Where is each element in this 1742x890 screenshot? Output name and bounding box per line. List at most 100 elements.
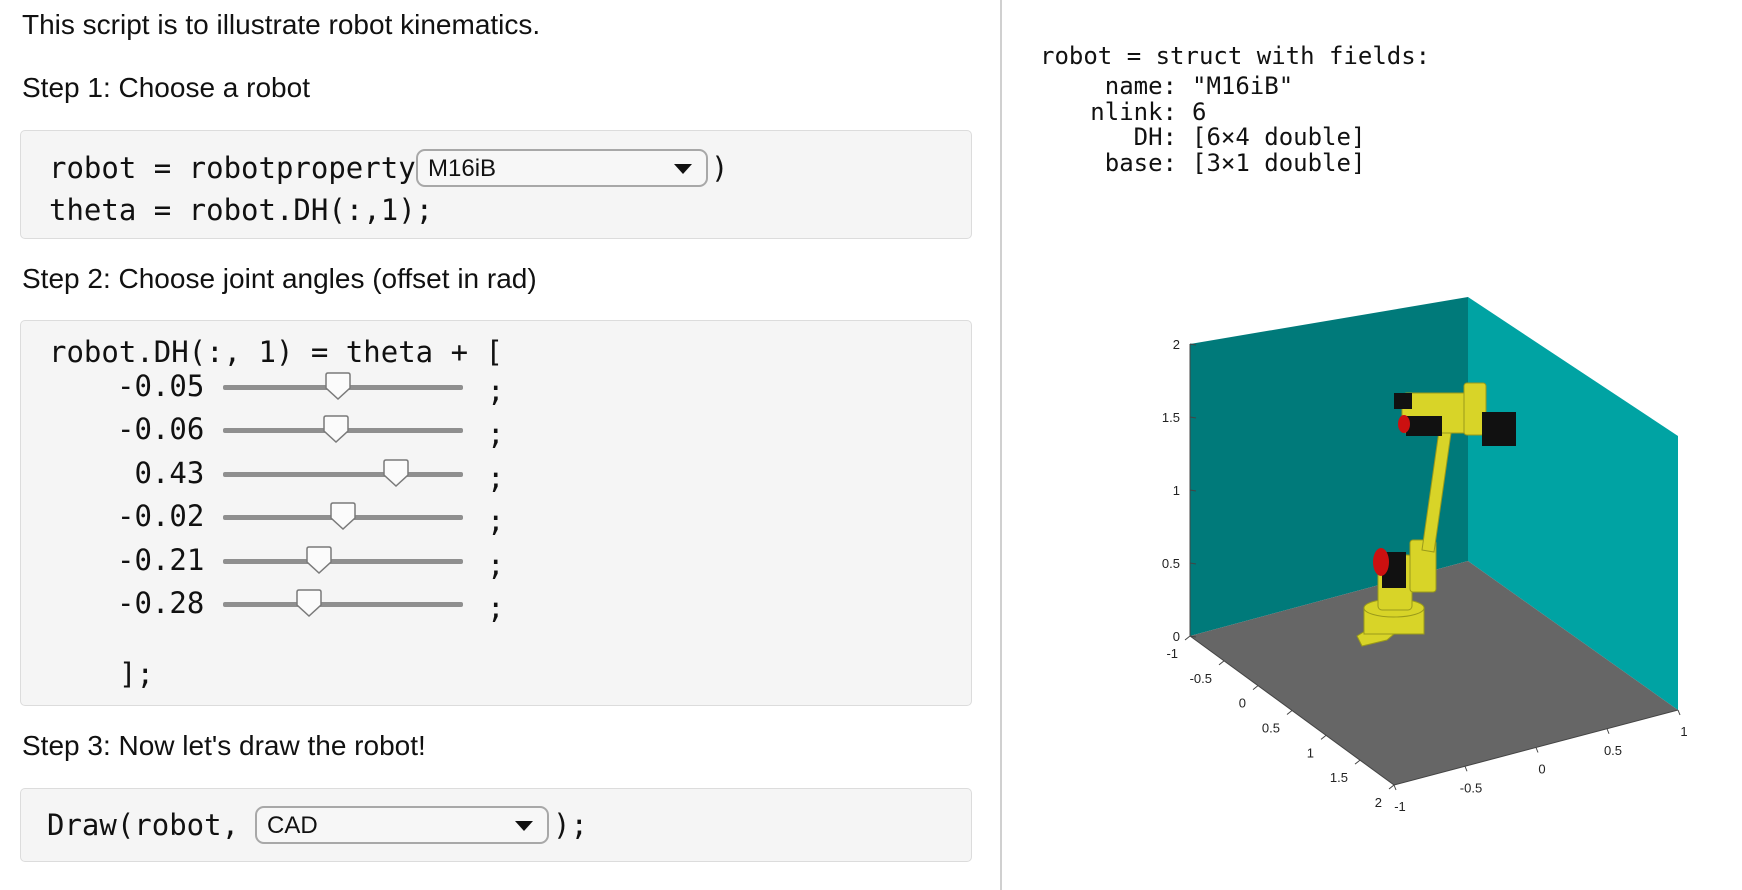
step2-heading: Step 2: Choose joint angles (offset in r… [22,263,537,294]
x-tick-mark [1320,734,1327,740]
joint-row-semicolon: ; [487,460,505,495]
back-wall [1190,297,1468,636]
floor-plane [1190,561,1678,785]
slider-thumb[interactable] [296,588,323,618]
x-tick-label: 2 [1375,795,1382,810]
y-tick-mark [1606,728,1610,734]
z-tick-mark [1189,562,1197,565]
x-tick-mark [1218,660,1225,666]
x-tick-label: 1 [1307,745,1314,760]
joint-slider[interactable] [223,545,463,579]
output-var-prefix: robot = [1040,42,1156,70]
x-tick-mark [1388,784,1395,790]
z-tick-mark [1189,343,1197,346]
step1-heading: Step 1: Choose a robot [22,72,310,103]
draw-mode-dropdown[interactable]: CAD [255,806,549,844]
robot-wrist-cap [1398,415,1410,433]
step2-code-close: ]; [119,657,154,691]
joint-value-label: -0.05 [117,369,205,403]
slider-thumb[interactable] [383,458,409,488]
output-field-key: name: [1104,72,1177,100]
step3-heading: Step 3: Now let's draw the robot! [22,730,426,761]
output-field-key: base: [1104,148,1177,177]
panel-divider[interactable] [1000,0,1002,890]
output-panel: robot = struct with fields: name: "M16iB"… [1002,0,1742,890]
slider-track[interactable] [223,471,463,477]
y-tick-mark [1535,747,1539,753]
z-tick-label: 2 [1173,337,1180,352]
joint-slider[interactable] [223,588,463,622]
joint-value-label: -0.28 [117,586,205,620]
side-wall [1468,297,1678,710]
step3-code-block: Draw(robot, CAD ); [20,788,972,862]
y-tick-label: -0.5 [1460,780,1482,795]
robot-motor-j3 [1394,393,1412,409]
joint-row-semicolon: ; [487,591,505,625]
x-tick-label: 0 [1239,696,1246,711]
y-tick-mark [1393,784,1397,791]
joint-slider[interactable] [223,501,463,535]
x-tick-label: 0.5 [1262,721,1280,736]
x-tick-label: 1.5 [1330,770,1348,785]
robot-upper-arm [1463,382,1487,436]
y-tick-label: -1 [1394,799,1406,814]
joint-row-semicolon: ; [487,547,505,582]
joint-row-semicolon: ; [487,417,505,452]
intro-text: This script is to illustrate robot kinem… [22,9,541,40]
x-tick-mark [1184,635,1191,641]
joint-slider[interactable] [223,458,463,492]
output-var-line: robot = struct with fields: [1040,42,1430,70]
step2-code-block: robot.DH(:, 1) = theta + [ -0.05; -0.06; … [20,320,972,706]
output-field-value: "M16iB" [1192,72,1294,100]
live-script-panel: This script is to illustrate robot kinem… [20,9,972,862]
joint-slider[interactable] [223,371,463,405]
robot-3d-plot[interactable]: 0 0.5 1 1.5 2 -1 -0.5 0 0.5 1 1.5 2 -1 -0.5 0 0.5 1 [1002,290,1742,890]
y-tick-label: 0 [1538,762,1545,777]
joint-slider[interactable] [223,414,463,448]
y-tick-mark [1464,766,1468,772]
step3-code-suffix: ); [553,808,588,842]
output-field-value: 6 [1192,97,1207,126]
z-tick-label: 1 [1173,483,1180,498]
axis-ticks: 0 0.5 1 1.5 2 -1 -0.5 0 0.5 1 1.5 2 -1 -0.5 0 0.5 1 [1162,337,1688,814]
robot-select-value: M16iB [428,155,497,182]
robot-model [1356,382,1516,647]
x-tick-mark [1286,710,1293,715]
robot-motor-j2-cap [1373,548,1389,576]
x-tick-mark [1354,759,1361,765]
output-field-key: nlink: [1090,97,1177,126]
y-tick-mark [1677,709,1681,716]
robot-motor-j4 [1482,412,1516,446]
output-field-value: [3×1 double] [1192,148,1366,177]
step1-code-line2: theta = robot.DH(:,1); [49,193,434,227]
robot-wrist [1406,416,1442,436]
z-tick-mark [1189,635,1197,638]
step2-code-open: robot.DH(:, 1) = theta + [ [49,335,503,369]
chevron-down-icon [674,164,692,174]
joint-value-label: -0.06 [117,412,205,447]
step3-code-prefix: Draw(robot, [47,808,240,842]
z-tick-label: 1.5 [1162,410,1180,425]
joint-row-semicolon: ; [487,504,505,539]
draw-mode-value: CAD [267,812,318,839]
output-struct-hint: struct with fields: [1155,42,1431,70]
x-tick-label: -0.5 [1190,671,1212,686]
slider-thumb[interactable] [325,371,351,401]
slider-track[interactable] [223,602,463,607]
z-tick-mark [1189,416,1197,419]
slider-track[interactable] [223,558,463,564]
z-tick-mark [1189,489,1197,492]
slider-thumb[interactable] [330,501,356,531]
joint-value-label: -0.21 [117,542,205,577]
z-tick-label: 0.5 [1162,556,1180,571]
slider-thumb[interactable] [306,545,332,575]
output-field-key: DH: [1133,123,1177,151]
z-tick-label: 0 [1173,629,1180,644]
x-tick-label: -1 [1166,646,1178,661]
slider-thumb[interactable] [323,414,349,444]
step1-code-line1-prefix: robot = robotproperty( [49,151,434,185]
step1-code-block: robot = robotproperty( M16iB ) theta = r… [20,130,972,239]
step1-code-line1-suffix: ) [711,151,729,185]
robot-select-dropdown[interactable]: M16iB [416,149,708,187]
y-tick-label: 0.5 [1604,743,1622,758]
